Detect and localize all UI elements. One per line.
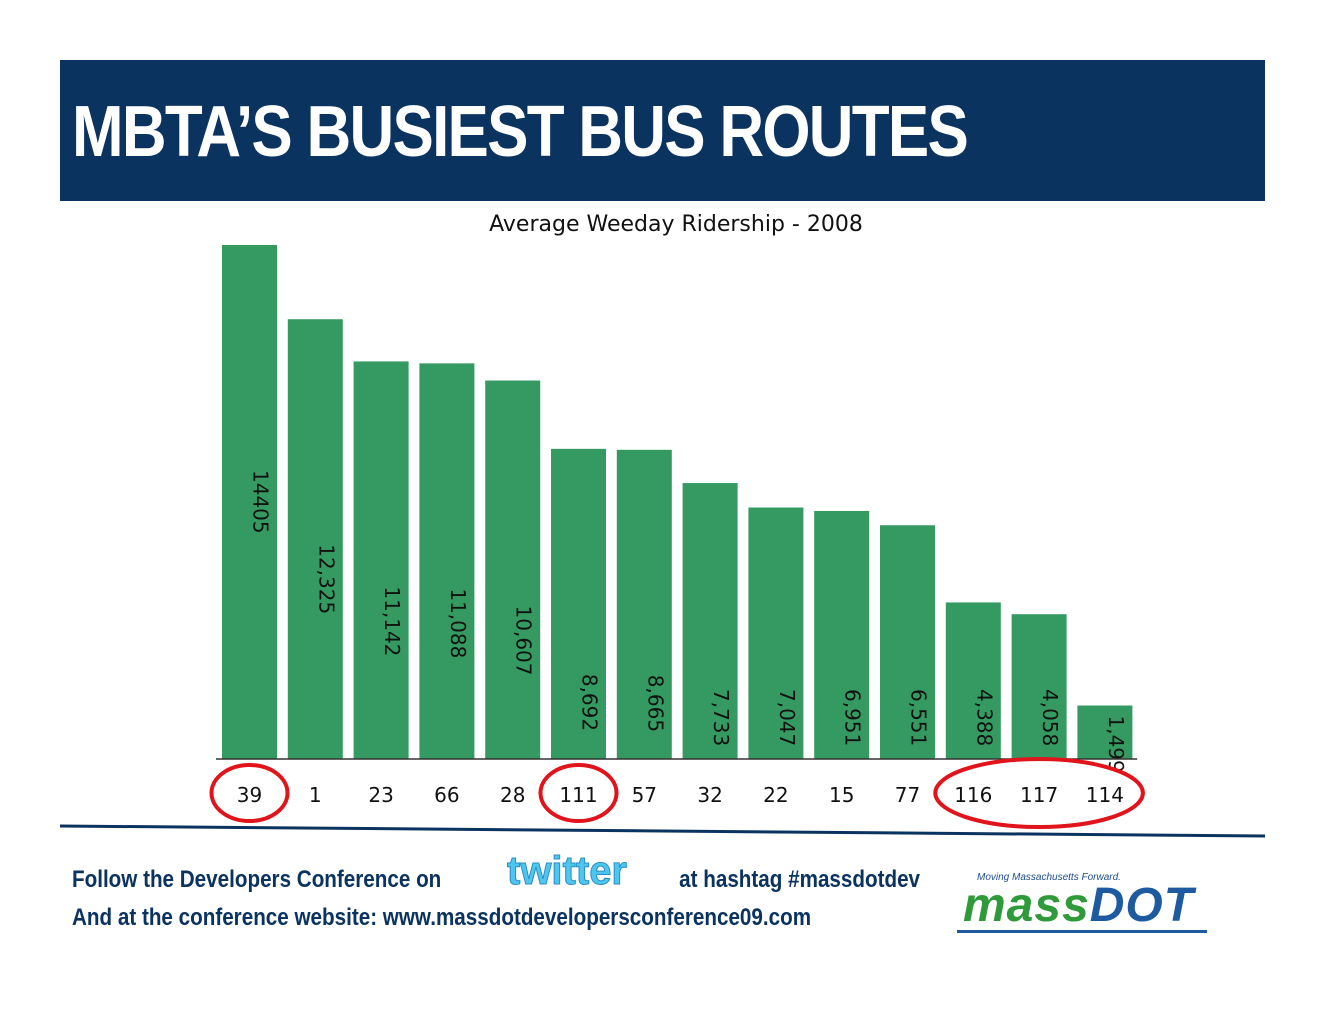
twitter-logo: twitter <box>507 850 628 892</box>
tick-label-1: 1 <box>309 783 322 807</box>
massdot-tagline: Moving Massachusetts Forward. <box>977 872 1121 883</box>
value-label-39: 14405 <box>249 470 273 534</box>
highlight-ellipse-3 <box>933 757 1145 829</box>
bar-1 <box>287 319 343 759</box>
header-band: MBTA’S BUSIEST BUS ROUTES <box>60 60 1265 201</box>
tick-label-39: 39 <box>237 783 262 807</box>
bar-15 <box>814 510 870 759</box>
bar-114 <box>1077 705 1133 759</box>
bar-28 <box>485 380 541 759</box>
value-label-1: 12,325 <box>314 544 338 614</box>
value-label-117: 4,058 <box>1038 689 1062 746</box>
footer-line-twitter: Follow the Developers Conference on at h… <box>72 866 920 894</box>
twitter-logo-text: twitter <box>507 850 627 892</box>
bar-32 <box>682 483 738 759</box>
page-title: MBTA’S BUSIEST BUS ROUTES <box>72 92 969 172</box>
bar-111 <box>551 448 606 759</box>
chart-title: Average Weeday Ridership - 2008 <box>489 212 863 237</box>
tick-label-32: 32 <box>697 783 722 807</box>
value-label-116: 4,388 <box>972 689 996 746</box>
highlight-ellipse-2 <box>538 763 619 823</box>
value-label-32: 7,733 <box>709 689 733 746</box>
tick-label-22: 22 <box>763 783 788 807</box>
tick-label-66: 66 <box>434 783 459 807</box>
bar-77 <box>880 525 935 759</box>
highlight-ellipse-1 <box>209 763 290 823</box>
tick-label-77: 77 <box>895 783 920 807</box>
massdot-logo: Moving Massachusetts Forward. massDOT <box>955 872 1260 934</box>
value-label-23: 11,142 <box>380 586 404 656</box>
value-label-28: 10,607 <box>512 606 536 676</box>
tick-label-23: 23 <box>368 783 393 807</box>
value-label-57: 8,665 <box>643 675 667 732</box>
bar-117 <box>1011 614 1067 759</box>
tick-label-15: 15 <box>829 783 854 807</box>
value-label-114: 1,499 <box>1104 716 1128 773</box>
tick-label-117: 117 <box>1020 783 1058 807</box>
value-label-66: 11,088 <box>446 588 470 658</box>
tick-label-114: 114 <box>1086 783 1124 807</box>
bar-22 <box>748 507 804 759</box>
value-label-111: 8,692 <box>578 674 602 731</box>
footer-divider <box>60 824 1265 838</box>
massdot-underline <box>957 930 1207 933</box>
massdot-wordmark: massDOT <box>963 878 1194 934</box>
value-label-15: 6,951 <box>841 689 865 746</box>
massdot-word-mass: mass <box>963 879 1090 932</box>
value-label-77: 6,551 <box>907 689 931 746</box>
bar-23 <box>353 361 409 759</box>
bar-116 <box>945 602 1001 759</box>
value-label-22: 7,047 <box>775 689 799 746</box>
massdot-word-dot: DOT <box>1089 879 1195 932</box>
tick-label-116: 116 <box>954 783 992 807</box>
bar-57 <box>616 449 672 759</box>
tick-label-111: 111 <box>559 783 597 807</box>
footer-twitter-prefix: Follow the Developers Conference on <box>72 866 442 893</box>
bar-66 <box>419 363 475 759</box>
footer-website-text: And at the conference website: www.massd… <box>72 904 812 931</box>
footer-hashtag-text: at hashtag #massdotdev <box>679 866 921 893</box>
tick-label-57: 57 <box>632 783 657 807</box>
bar-39 <box>222 245 277 759</box>
tick-label-28: 28 <box>500 783 525 807</box>
